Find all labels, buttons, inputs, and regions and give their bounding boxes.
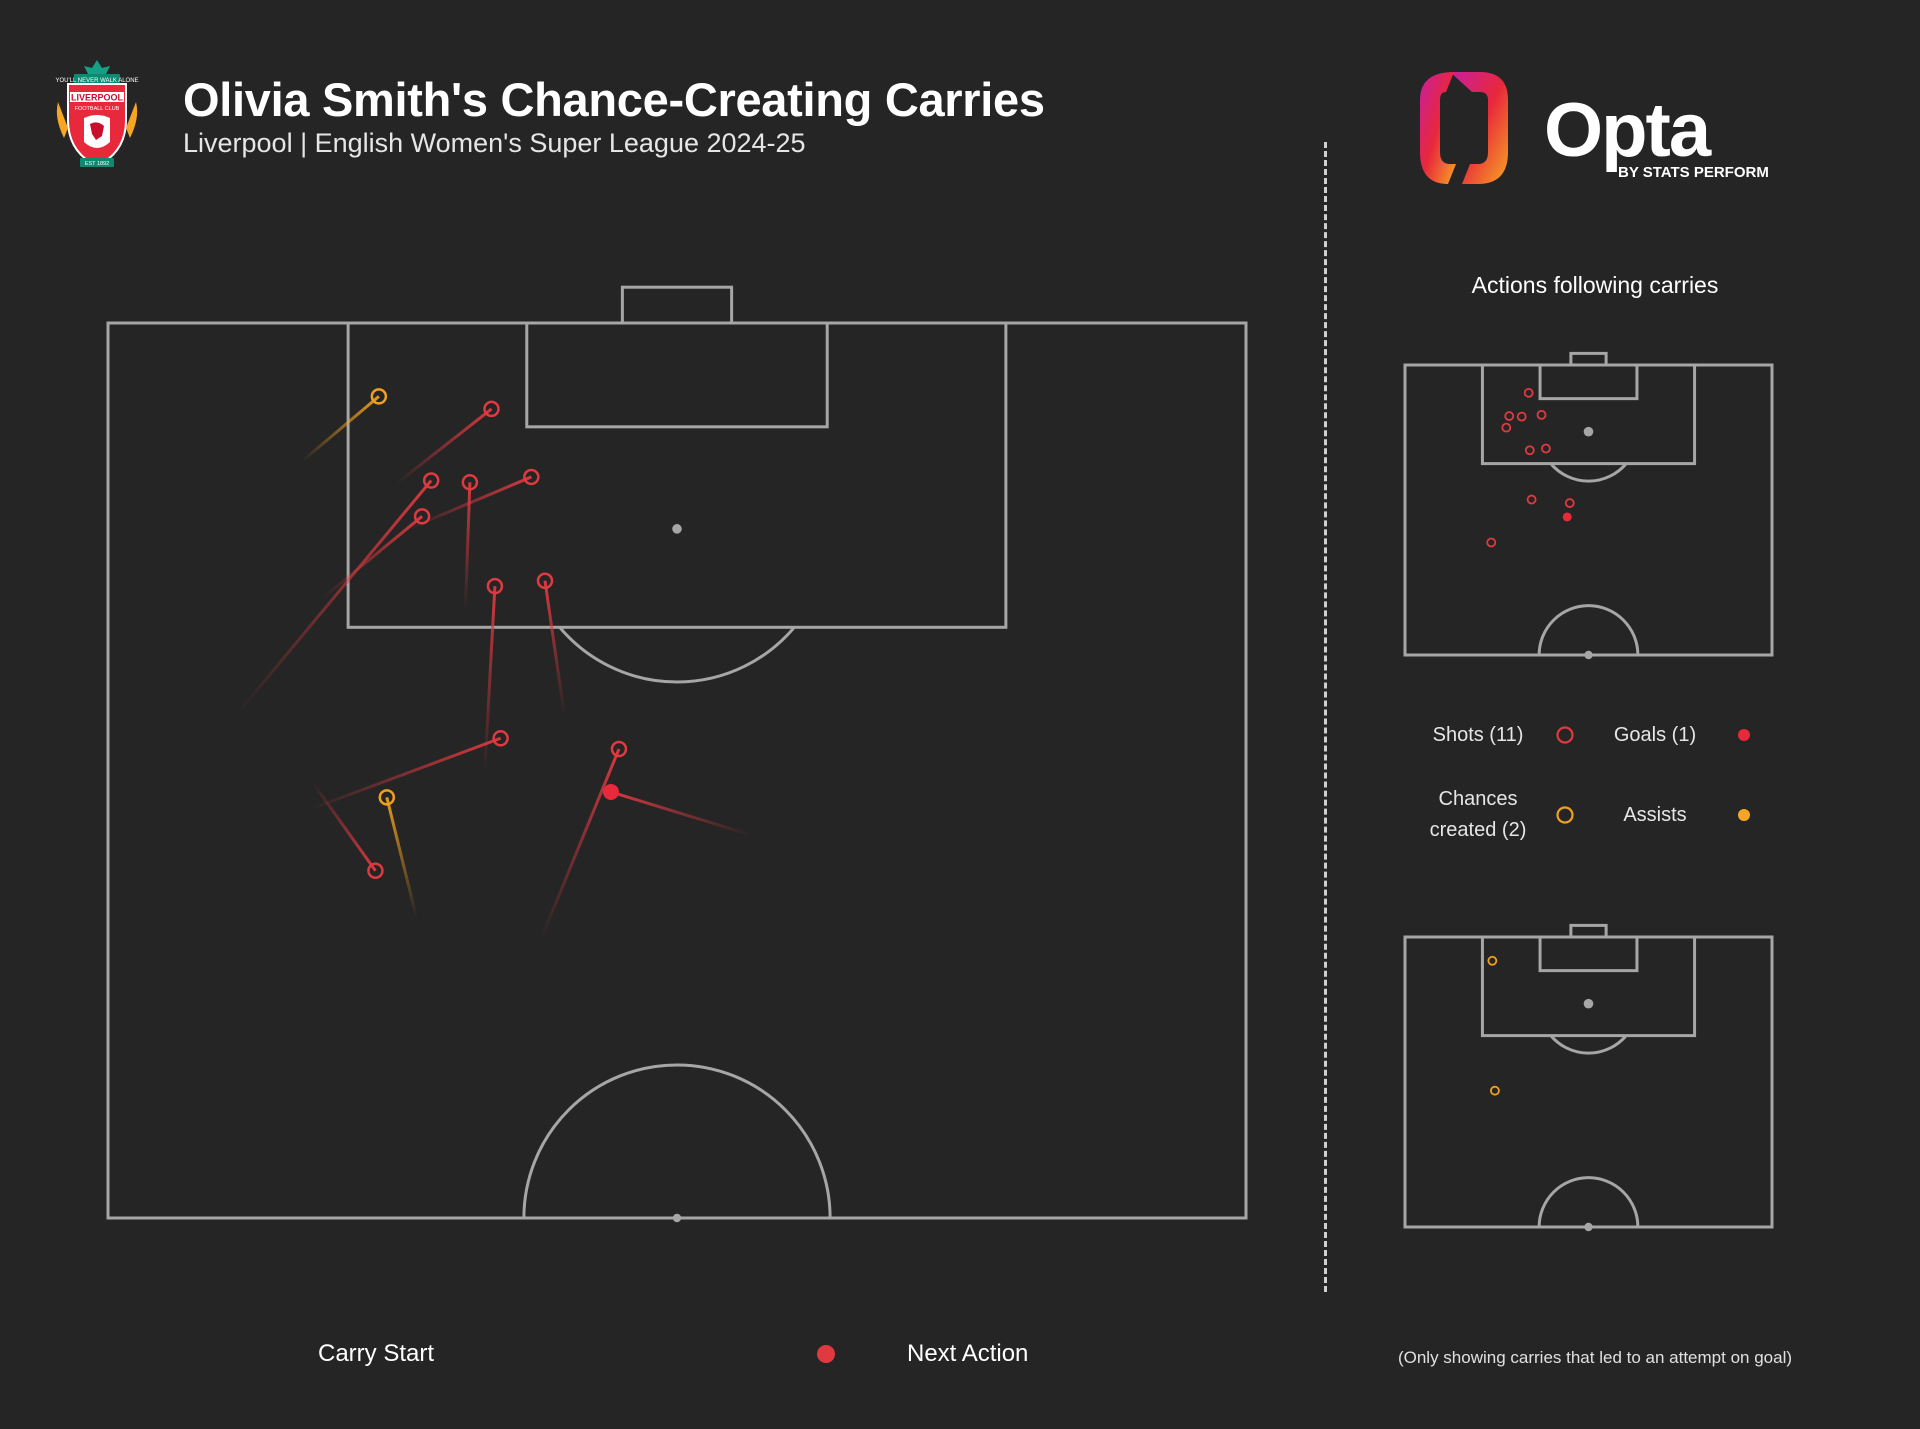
carry-end-shot bbox=[610, 740, 628, 758]
legend-shots-label: Shots (11) bbox=[1432, 724, 1524, 746]
main-pitch-goal bbox=[620, 285, 734, 325]
carry-line bbox=[539, 748, 621, 942]
opta-sub-wordmark: BY STATS PERFORM bbox=[1618, 164, 1769, 181]
carry-end-chance bbox=[370, 388, 388, 405]
main-pitch-centre-circle bbox=[522, 1063, 832, 1219]
legend-assists-label: Assists bbox=[1623, 804, 1687, 826]
carry-line bbox=[385, 796, 418, 918]
chances-pitch-penalty-arc bbox=[1549, 1034, 1628, 1055]
shots-pitch-centre-circle bbox=[1537, 604, 1640, 656]
main-pitch-penalty-arc bbox=[558, 626, 796, 684]
mini-shot-marker bbox=[1526, 494, 1537, 505]
shots-pitch-penalty-box bbox=[1480, 363, 1697, 466]
carry-line bbox=[307, 736, 502, 812]
crest-club-text: FOOTBALL CLUB bbox=[75, 106, 120, 112]
carry-end-shot bbox=[486, 577, 504, 595]
opta-logo: Opta BY STATS PERFORM bbox=[1420, 72, 1769, 184]
carry-line bbox=[301, 395, 380, 462]
carry-end-shot bbox=[536, 572, 554, 590]
liverpool-crest: YOU'LL NEVER WALK ALONE LIVERPOOL FOOTBA… bbox=[55, 60, 139, 168]
carry-end-shot bbox=[367, 862, 384, 879]
mini-goal-marker bbox=[1562, 512, 1572, 522]
carry-end-shot bbox=[461, 474, 479, 491]
shots-pitch-outline bbox=[1403, 363, 1774, 657]
mini-shot-marker bbox=[1524, 445, 1535, 456]
mini-chance-marker bbox=[1490, 1085, 1500, 1096]
legend-shot-symbol bbox=[1556, 726, 1574, 744]
shots-pitch-six-yard-box bbox=[1538, 363, 1639, 401]
chart-title: Olivia Smith's Chance-Creating Carries bbox=[183, 73, 1045, 126]
main-pitch-penalty-box bbox=[346, 321, 1008, 629]
carry-line bbox=[320, 515, 424, 600]
mini-chance-marker bbox=[1487, 955, 1498, 966]
chances-pitch-centre-circle bbox=[1537, 1176, 1640, 1228]
crest-motto-text: YOU'LL NEVER WALK ALONE bbox=[55, 78, 138, 84]
carry-line bbox=[483, 586, 497, 773]
crest-est-text: EST 1892 bbox=[85, 161, 109, 167]
chances-pitch-penalty-box bbox=[1480, 935, 1697, 1038]
carry-end-shot bbox=[523, 468, 540, 486]
chances-pitch-outline bbox=[1403, 935, 1774, 1229]
mini-shot-marker bbox=[1541, 443, 1551, 454]
legend-goals-label: Goals (1) bbox=[1613, 724, 1697, 746]
legend-assist-symbol bbox=[1738, 809, 1750, 821]
carry-line bbox=[610, 790, 752, 837]
carry-line bbox=[543, 580, 566, 716]
panel-divider bbox=[1324, 142, 1327, 1292]
legend-goal-symbol bbox=[1738, 729, 1750, 741]
mini-shot-marker bbox=[1501, 422, 1512, 433]
main-pitch-penalty-spot bbox=[672, 524, 682, 534]
carry-line bbox=[310, 780, 377, 872]
carry-end-shot bbox=[413, 508, 431, 525]
main-pitch-centre-spot bbox=[672, 1213, 682, 1223]
footnote: (Only showing carries that led to an att… bbox=[1397, 1348, 1793, 1367]
carry-line bbox=[463, 482, 472, 612]
shots-pitch-penalty-arc bbox=[1549, 462, 1628, 483]
carry-end-goal bbox=[602, 783, 619, 800]
mini-shot-marker bbox=[1504, 411, 1515, 421]
mini-shot-marker bbox=[1486, 537, 1497, 548]
chances-pitch-goal bbox=[1569, 923, 1608, 939]
mini-shot-marker bbox=[1536, 409, 1547, 420]
legend-next-action-dot bbox=[817, 1345, 835, 1363]
chart-subtitle: Liverpool | English Women's Super League… bbox=[183, 128, 806, 158]
carry-end-chance bbox=[378, 789, 396, 806]
carry-end-shot bbox=[492, 730, 509, 747]
legend-chance-symbol bbox=[1556, 806, 1574, 824]
chances-pitch-six-yard-box bbox=[1538, 935, 1639, 973]
carry-end-shot bbox=[422, 472, 440, 489]
chances-pitch-penalty-spot bbox=[1583, 998, 1594, 1009]
mini-shot-marker bbox=[1564, 498, 1575, 508]
crest-name-text: LIVERPOOL bbox=[71, 93, 124, 103]
shots-pitch-penalty-spot bbox=[1583, 426, 1594, 437]
carry-line bbox=[394, 407, 493, 486]
right-panel-title: Actions following carries bbox=[1471, 272, 1719, 298]
mini-shot-marker bbox=[1523, 387, 1534, 398]
main-pitch-outline bbox=[106, 321, 1248, 1220]
chances-pitch-centre-spot bbox=[1584, 1222, 1593, 1232]
shots-pitch-centre-spot bbox=[1584, 650, 1593, 660]
legend-chances-label-line2: created (2) bbox=[1429, 819, 1527, 841]
opta-wordmark: Opta bbox=[1544, 88, 1712, 173]
main-pitch-six-yard-box bbox=[525, 321, 829, 429]
carry-end-shot bbox=[483, 400, 500, 418]
mini-shot-marker bbox=[1516, 411, 1527, 422]
legend-chances-label-line1: Chances bbox=[1438, 788, 1518, 810]
carry-line bbox=[236, 479, 433, 715]
legend-next-action-label: Next Action bbox=[907, 1340, 1029, 1367]
shots-pitch-goal bbox=[1569, 351, 1608, 367]
legend-carry-start-label: Carry Start bbox=[318, 1340, 435, 1367]
